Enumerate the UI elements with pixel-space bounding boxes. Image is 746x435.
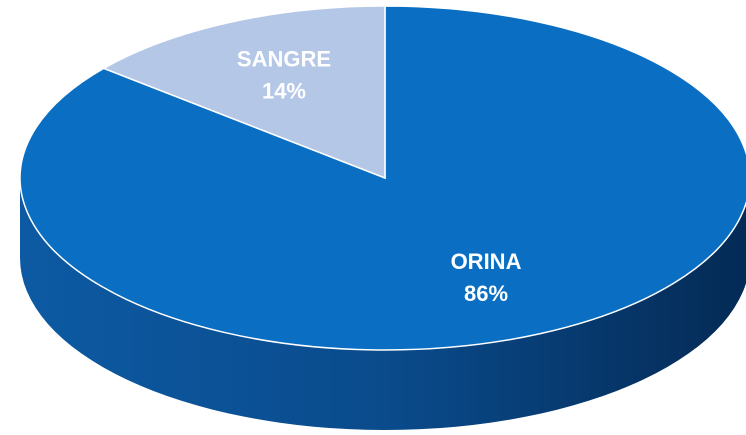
slice-label: ORINA bbox=[451, 249, 522, 274]
slice-value-label: 14% bbox=[262, 79, 306, 104]
pie-slice bbox=[102, 5, 386, 180]
slice-value-label: 86% bbox=[464, 281, 508, 306]
pie-side bbox=[20, 178, 746, 430]
slice-label: SANGRE bbox=[237, 47, 331, 72]
